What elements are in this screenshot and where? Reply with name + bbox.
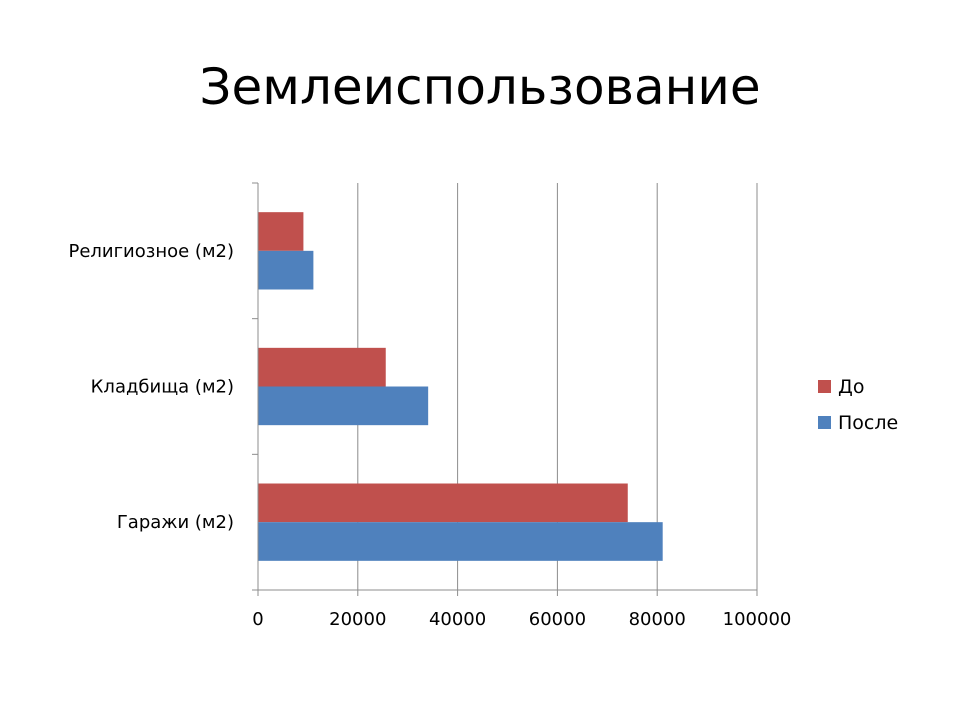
bar-До-2	[258, 347, 386, 387]
category-label: Кладбища (м2)	[91, 377, 234, 398]
x-tick-label: 40000	[429, 609, 486, 630]
x-tick-label: 20000	[329, 609, 386, 630]
category-label: Религиозное (м2)	[68, 241, 234, 262]
legend-swatch-До	[818, 380, 831, 393]
x-tick-label: 100000	[723, 609, 792, 630]
labels: Религиозное (м2) Кладбища (м2) Гаражи (м2)…	[68, 241, 791, 630]
bar-До-3	[258, 483, 628, 523]
bar-После-2	[258, 386, 429, 426]
axes	[252, 182, 758, 596]
legend-label: До	[838, 376, 864, 398]
bar-После-1	[258, 250, 314, 290]
bars	[258, 212, 663, 561]
legend-swatch-После	[818, 416, 831, 429]
legend-label: После	[838, 412, 898, 434]
bar-После-3	[258, 522, 663, 561]
bar-До-1	[258, 212, 304, 251]
legend: До После	[818, 376, 898, 434]
x-tick-label: 80000	[629, 609, 686, 630]
category-label: Гаражи (м2)	[117, 512, 234, 533]
x-tick-label: 0	[252, 609, 263, 630]
slide-title: Землеиспользование	[199, 58, 761, 116]
x-tick-label: 60000	[529, 609, 586, 630]
